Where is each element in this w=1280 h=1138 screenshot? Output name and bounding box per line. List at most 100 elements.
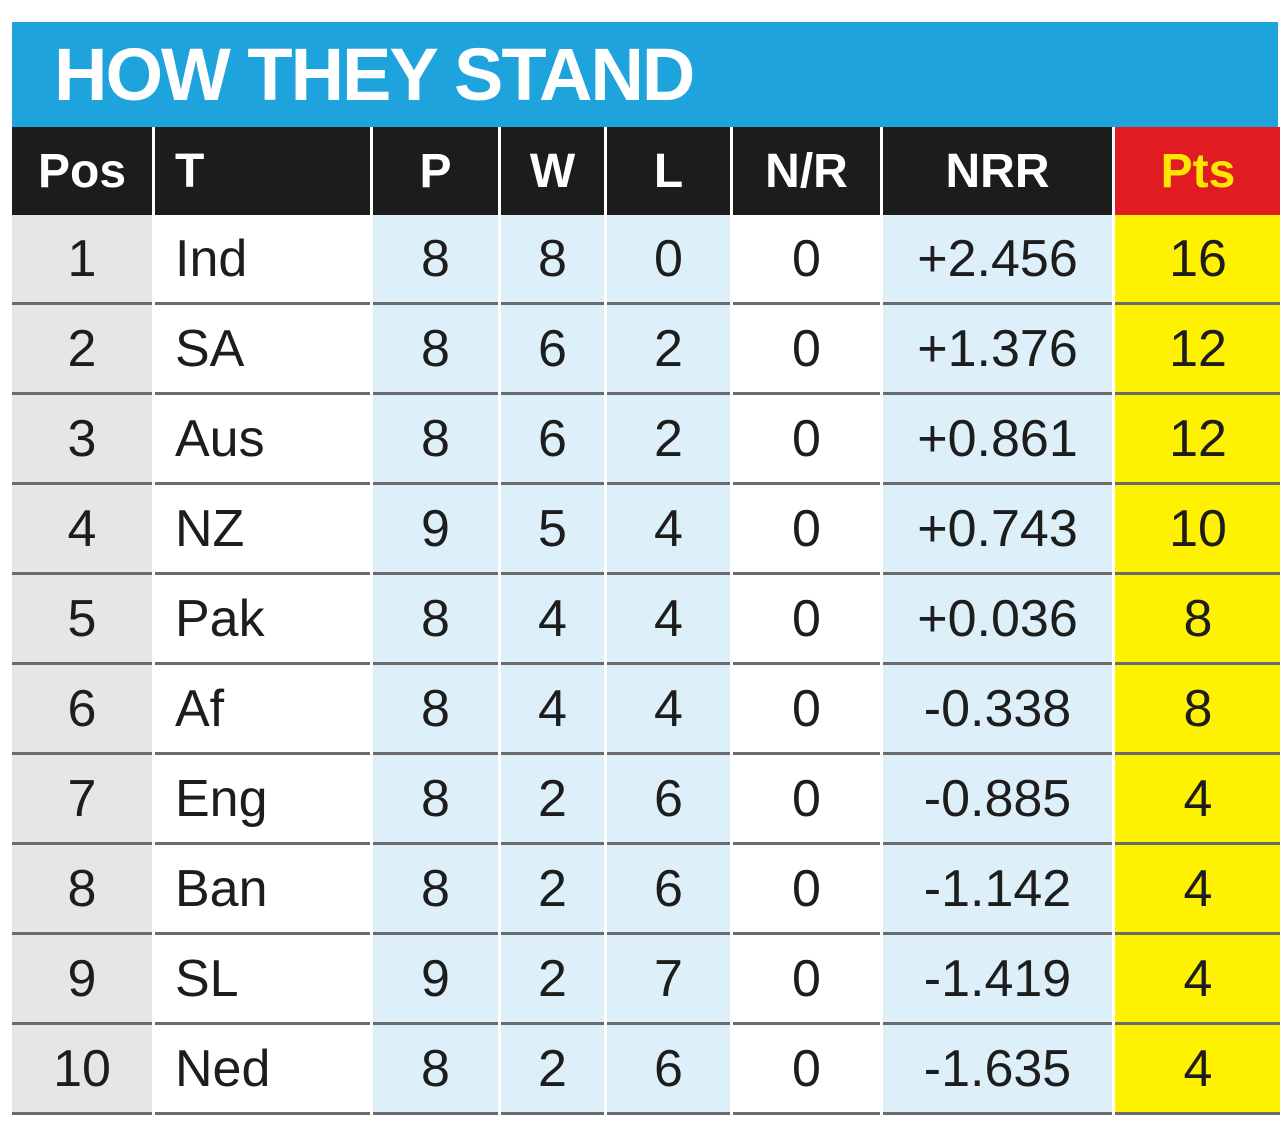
table-cell: Eng — [155, 755, 370, 845]
table-cell: 8 — [373, 665, 498, 755]
table-cell: 0 — [733, 1025, 880, 1115]
table-cell: 3 — [12, 395, 152, 485]
table-row: 8 Ban 8 2 6 0 -1.142 4 — [12, 845, 1280, 935]
table-cell: 6 — [501, 395, 604, 485]
table-cell: 8 — [373, 1025, 498, 1115]
table-cell: 7 — [607, 935, 730, 1025]
column-header: N/R — [733, 127, 880, 215]
table-cell: 0 — [733, 755, 880, 845]
table-cell: 0 — [733, 485, 880, 575]
column-header: NRR — [883, 127, 1112, 215]
table-cell: SA — [155, 305, 370, 395]
title: HOW THEY STAND — [12, 22, 1278, 127]
table-cell: 2 — [12, 305, 152, 395]
table-cell: 4 — [501, 575, 604, 665]
column-header: T — [155, 127, 370, 215]
table-cell: -1.142 — [883, 845, 1112, 935]
table-cell: 2 — [501, 1025, 604, 1115]
table-cell: 8 — [373, 575, 498, 665]
table-cell: 8 — [373, 305, 498, 395]
table-cell: 10 — [1115, 485, 1280, 575]
table-cell: 8 — [12, 845, 152, 935]
table-row: 7 Eng 8 2 6 0 -0.885 4 — [12, 755, 1280, 845]
table-cell: 6 — [501, 305, 604, 395]
standings-table: Pos T P W L N/R NRR Pts 1 Ind 8 8 0 0 +2.456 16 2 SA 8 6 2 0… — [9, 127, 1280, 1115]
table-cell: 0 — [733, 215, 880, 305]
column-header: L — [607, 127, 730, 215]
table-cell: 12 — [1115, 395, 1280, 485]
table-cell: Af — [155, 665, 370, 755]
table-cell: 8 — [1115, 575, 1280, 665]
table-cell: 0 — [733, 395, 880, 485]
column-header: Pts — [1115, 127, 1280, 215]
table-cell: 9 — [373, 935, 498, 1025]
table-row: 2 SA 8 6 2 0 +1.376 12 — [12, 305, 1280, 395]
table-cell: +1.376 — [883, 305, 1112, 395]
table-cell: 6 — [607, 845, 730, 935]
table-cell: 0 — [733, 845, 880, 935]
table-cell: -1.635 — [883, 1025, 1112, 1115]
table-cell: 2 — [607, 395, 730, 485]
header-row: Pos T P W L N/R NRR Pts — [12, 127, 1280, 215]
table-row: 5 Pak 8 4 4 0 +0.036 8 — [12, 575, 1280, 665]
table-cell: +0.036 — [883, 575, 1112, 665]
table-cell: 1 — [12, 215, 152, 305]
table-cell: 9 — [12, 935, 152, 1025]
table-cell: 0 — [733, 575, 880, 665]
table-cell: 4 — [12, 485, 152, 575]
table-row: 6 Af 8 4 4 0 -0.338 8 — [12, 665, 1280, 755]
table-cell: 4 — [1115, 935, 1280, 1025]
table-cell: +0.743 — [883, 485, 1112, 575]
table-cell: 4 — [1115, 1025, 1280, 1115]
table-cell: 7 — [12, 755, 152, 845]
table-cell: 4 — [607, 665, 730, 755]
table-cell: +2.456 — [883, 215, 1112, 305]
table-cell: Pak — [155, 575, 370, 665]
table-cell: SL — [155, 935, 370, 1025]
table-cell: 4 — [1115, 755, 1280, 845]
table-cell: -1.419 — [883, 935, 1112, 1025]
table-cell: 2 — [501, 935, 604, 1025]
table-cell: 16 — [1115, 215, 1280, 305]
table-cell: Ned — [155, 1025, 370, 1115]
table-row: 9 SL 9 2 7 0 -1.419 4 — [12, 935, 1280, 1025]
table-cell: 8 — [373, 755, 498, 845]
table-cell: 0 — [733, 305, 880, 395]
table-cell: +0.861 — [883, 395, 1112, 485]
table-cell: -0.338 — [883, 665, 1112, 755]
table-cell: 2 — [607, 305, 730, 395]
table-cell: 8 — [373, 215, 498, 305]
table-cell: 8 — [1115, 665, 1280, 755]
column-header: W — [501, 127, 604, 215]
table-cell: 4 — [501, 665, 604, 755]
table-cell: 2 — [501, 755, 604, 845]
table-cell: 4 — [607, 575, 730, 665]
standings-card: HOW THEY STAND Pos T P W L N/R NRR Pts 1 Ind 8 8 0 0… — [9, 22, 1280, 1115]
table-cell: 4 — [607, 485, 730, 575]
table-cell: Ind — [155, 215, 370, 305]
table-cell: 0 — [733, 665, 880, 755]
table-cell: -0.885 — [883, 755, 1112, 845]
table-row: 3 Aus 8 6 2 0 +0.861 12 — [12, 395, 1280, 485]
table-cell: 6 — [12, 665, 152, 755]
table-cell: 6 — [607, 755, 730, 845]
table-cell: 0 — [733, 935, 880, 1025]
table-cell: NZ — [155, 485, 370, 575]
table-cell: 10 — [12, 1025, 152, 1115]
table-cell: 4 — [1115, 845, 1280, 935]
table-cell: 0 — [607, 215, 730, 305]
table-cell: 8 — [373, 845, 498, 935]
table-cell: 2 — [501, 845, 604, 935]
table-cell: 5 — [12, 575, 152, 665]
table-cell: 8 — [501, 215, 604, 305]
table-cell: 6 — [607, 1025, 730, 1115]
table-cell: 5 — [501, 485, 604, 575]
table-cell: 12 — [1115, 305, 1280, 395]
table-cell: 8 — [373, 395, 498, 485]
table-cell: Ban — [155, 845, 370, 935]
table-row: 10 Ned 8 2 6 0 -1.635 4 — [12, 1025, 1280, 1115]
table-row: 4 NZ 9 5 4 0 +0.743 10 — [12, 485, 1280, 575]
column-header: Pos — [12, 127, 152, 215]
table-body: 1 Ind 8 8 0 0 +2.456 16 2 SA 8 6 2 0 +1.376 12 3 Aus 8 6 2 0 +… — [12, 215, 1280, 1115]
